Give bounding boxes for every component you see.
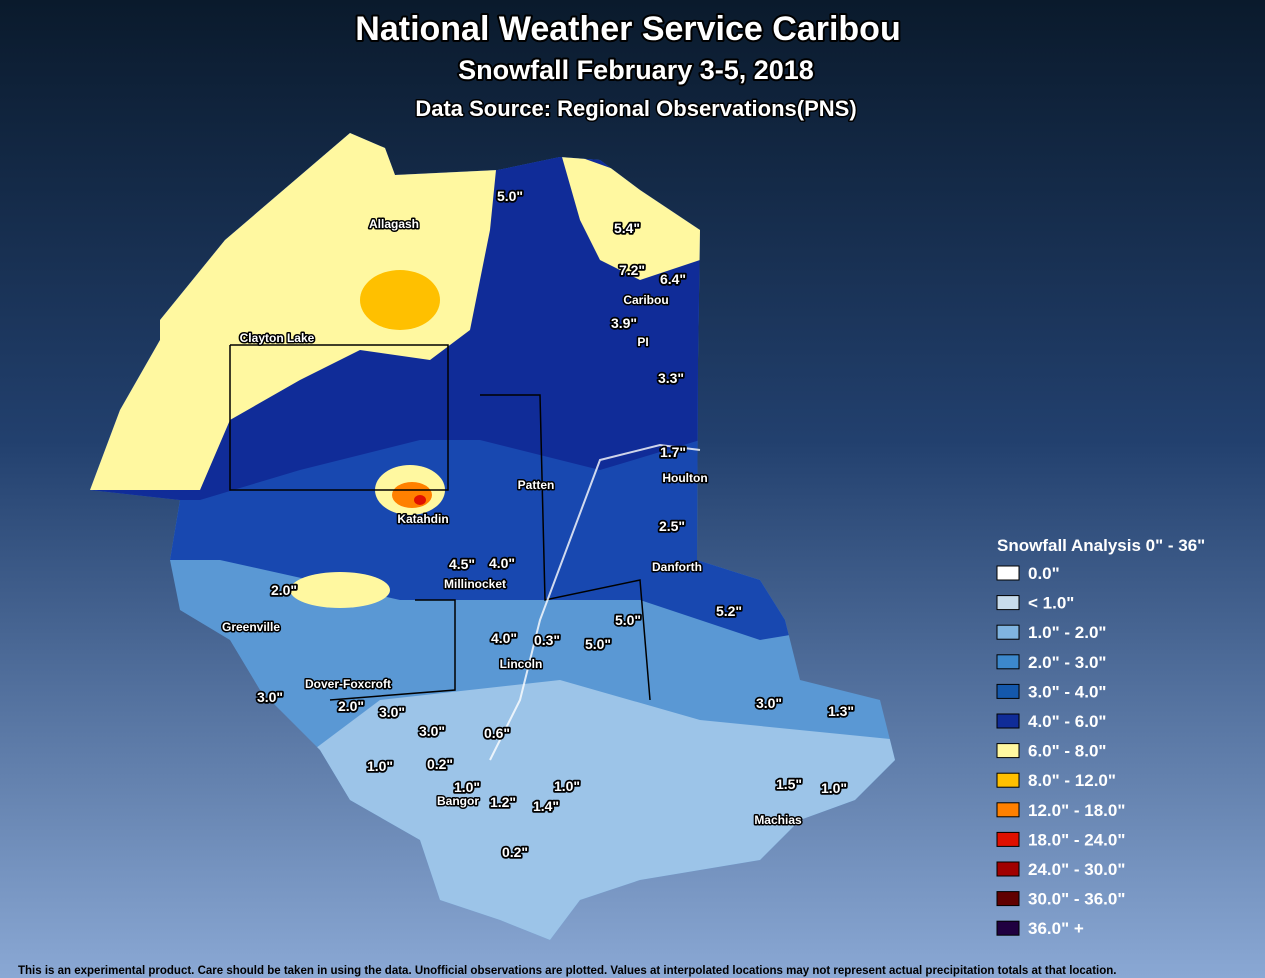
snowfall-label: 1.4" — [533, 798, 559, 814]
footer: This is an experimental product. Care sh… — [18, 965, 1116, 977]
snowfall-label: 7.2" — [619, 262, 645, 278]
legend-swatch — [996, 624, 1020, 640]
snowfall-label: 0.3" — [534, 632, 560, 648]
snowfall-label: 5.4" — [614, 220, 640, 236]
snowfall-label: 0.6" — [484, 725, 510, 741]
place-label: PI — [637, 335, 648, 349]
legend-label: 0.0" — [1028, 564, 1060, 583]
subtitle: Snowfall February 3-5, 2018 — [458, 55, 814, 85]
legend-swatch — [996, 654, 1020, 670]
county-line — [480, 394, 651, 701]
snowfall-label: 1.5" — [776, 776, 802, 792]
zone-18-24 — [414, 495, 426, 505]
snowfall-label: 3.3" — [658, 370, 684, 386]
place-label: Katahdin — [397, 512, 448, 526]
legend-swatch — [996, 565, 1020, 581]
zone-8-12 — [360, 270, 440, 330]
snowfall-label: 1.3" — [828, 703, 854, 719]
snowfall-label: 3.0" — [419, 723, 445, 739]
place-label: Clayton Lake — [240, 331, 315, 345]
zone-12-18 — [392, 482, 432, 508]
legend-label: 2.0" - 3.0" — [1028, 653, 1107, 672]
snowfall-label: 0.2" — [502, 844, 528, 860]
snowfall-label: 2.0" — [271, 582, 297, 598]
snowfall-label: 4.5" — [449, 556, 475, 572]
legend-swatch — [996, 772, 1020, 788]
place-label: Greenville — [222, 620, 280, 634]
legend-swatch — [996, 891, 1020, 907]
snowfall-label: 1.2" — [490, 794, 516, 810]
legend-label: 18.0" - 24.0" — [1028, 830, 1125, 849]
legend-swatch — [996, 802, 1020, 818]
snowfall-label: 0.2" — [427, 756, 453, 772]
place-label: Houlton — [662, 471, 707, 485]
place-label: Bangor — [437, 794, 479, 808]
legend-label: 6.0" - 8.0" — [1028, 742, 1107, 761]
title: National Weather Service Caribou — [355, 10, 900, 48]
legend-label: 1.0" - 2.0" — [1028, 623, 1107, 642]
snowfall-label: 2.0" — [338, 698, 364, 714]
legend-swatch — [996, 713, 1020, 729]
legend-swatch — [996, 683, 1020, 699]
snowfall-label: 3.0" — [756, 695, 782, 711]
place-label: Caribou — [623, 293, 668, 307]
place-label: Lincoln — [500, 657, 543, 671]
legend-label: 4.0" - 6.0" — [1028, 712, 1107, 731]
snowfall-label: 5.2" — [716, 603, 742, 619]
place-label: Dover-Foxcroft — [305, 677, 391, 691]
legend-label: 30.0" - 36.0" — [1028, 890, 1125, 909]
place-label: Danforth — [652, 560, 702, 574]
snowfall-label: 1.7" — [660, 444, 686, 460]
legend-title: Snowfall Analysis 0" - 36" — [997, 536, 1205, 555]
legend-swatch — [996, 595, 1020, 611]
legend-label: 3.0" - 4.0" — [1028, 682, 1107, 701]
legend-label: 8.0" - 12.0" — [1028, 771, 1116, 790]
source: Data Source: Regional Observations(PNS) — [415, 96, 856, 121]
snowfall-label: 1.0" — [554, 778, 580, 794]
snowfall-label: 2.5" — [659, 518, 685, 534]
place-label: Millinocket — [444, 577, 506, 591]
snowfall-label: 5.0" — [585, 636, 611, 652]
legend-swatch — [996, 920, 1020, 936]
legend-swatch — [996, 743, 1020, 759]
county-line — [329, 599, 456, 701]
legend-label: 12.0" - 18.0" — [1028, 801, 1125, 820]
snowfall-label: 1.0" — [821, 780, 847, 796]
highway — [489, 443, 701, 761]
snowfall-label: 1.0" — [454, 779, 480, 795]
zone-6-8 — [560, 150, 700, 280]
legend-label: < 1.0" — [1028, 594, 1074, 613]
place-label: Allagash — [369, 217, 419, 231]
snowfall-label: 5.0" — [497, 188, 523, 204]
county-line — [229, 344, 449, 491]
snowfall-label: 1.0" — [367, 758, 393, 774]
zone-6-8 — [290, 572, 390, 608]
snowfall-label: 4.0" — [491, 630, 517, 646]
snowfall-label: 3.0" — [379, 704, 405, 720]
snowfall-label: 6.4" — [660, 271, 686, 287]
zone-6-8 — [90, 133, 500, 490]
snowfall-label: 3.9" — [611, 315, 637, 331]
snowfall-label: 5.0" — [615, 612, 641, 628]
snowfall-label: 3.0" — [257, 689, 283, 705]
snowfall-label: 4.0" — [489, 555, 515, 571]
legend-swatch — [996, 861, 1020, 877]
place-label: Patten — [518, 478, 555, 492]
legend-label: 24.0" - 30.0" — [1028, 860, 1125, 879]
place-label: Machias — [754, 813, 802, 827]
legend-swatch — [996, 831, 1020, 847]
legend-label: 36.0" + — [1028, 919, 1084, 938]
